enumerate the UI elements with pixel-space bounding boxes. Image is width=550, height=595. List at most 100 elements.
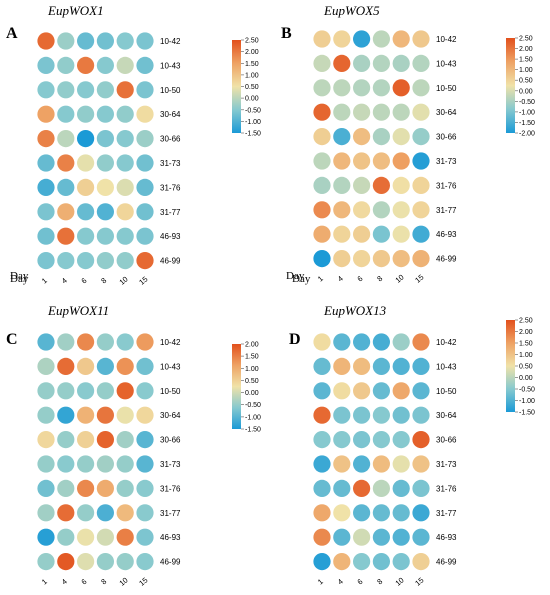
- heatmap-cell: [37, 130, 55, 148]
- panel-C: C EupWOX11 10-42 10-43 10-50 30-64 30-66 31-73 3…: [6, 273, 261, 588]
- heatmap-cell: [116, 528, 134, 546]
- heatmap-cell: [136, 406, 154, 424]
- heatmap-cell: [37, 406, 55, 424]
- day-tick-label: 10: [394, 576, 406, 588]
- row-label: 10-43: [436, 59, 457, 68]
- heatmap-cell: [392, 504, 410, 522]
- colorbar-tick-label: 1.50: [519, 341, 533, 348]
- heatmap-cell: [57, 479, 75, 497]
- colorbar-tick-label: -0.50: [245, 107, 261, 114]
- heatmap-cell: [136, 357, 154, 375]
- heatmap-cell: [37, 81, 55, 99]
- heatmap-cell: [412, 333, 430, 351]
- colorbar-tick-label: -1.50: [245, 131, 261, 138]
- row-label: 30-66: [160, 135, 181, 144]
- heatmap-cell: [392, 176, 410, 194]
- heatmap-cell: [77, 553, 95, 571]
- heatmap-cell: [412, 528, 430, 546]
- row-label: 31-73: [160, 460, 181, 469]
- colorbar-tick-label: 1.00: [245, 366, 259, 373]
- heatmap-cell: [313, 455, 331, 473]
- day-tick-label: 15: [413, 273, 425, 285]
- heatmap-cell: [37, 333, 55, 351]
- colorbar-tick-label: 2.00: [245, 49, 259, 56]
- heatmap-cell: [37, 357, 55, 375]
- day-tick-label: 15: [137, 576, 149, 588]
- heatmap-cell: [333, 479, 351, 497]
- heatmap-cell: [96, 333, 114, 351]
- heatmap-cell: [372, 128, 390, 146]
- heatmap-cell: [57, 227, 75, 245]
- row-label: 10-42: [436, 35, 457, 44]
- colorbar-tick-label: 1.00: [519, 352, 533, 359]
- heatmap-cell: [116, 406, 134, 424]
- heatmap-cell: [372, 333, 390, 351]
- colorbar-tick-label: 1.50: [245, 61, 259, 68]
- heatmap-cell: [372, 406, 390, 424]
- row-label: 46-99: [436, 558, 457, 567]
- x-axis-word: Day: [10, 273, 29, 285]
- row-label: 31-76: [436, 181, 457, 190]
- heatmap-cell: [412, 382, 430, 400]
- x-axis-word: Day: [10, 270, 29, 282]
- heatmap-cell: [136, 333, 154, 351]
- heatmap-cell: [57, 130, 75, 148]
- row-label: 10-50: [436, 84, 457, 93]
- row-label: 30-66: [436, 436, 457, 445]
- heatmap-cell: [37, 203, 55, 221]
- heatmap-cell: [77, 333, 95, 351]
- day-tick-label: 4: [336, 274, 345, 284]
- row-label: 30-64: [436, 411, 457, 420]
- heatmap-cell: [412, 553, 430, 571]
- heatmap-cell: [392, 382, 410, 400]
- heatmap-cell: [116, 431, 134, 449]
- row-label: 10-50: [160, 86, 181, 95]
- heatmap-cell: [333, 406, 351, 424]
- heatmap-cell: [96, 528, 114, 546]
- day-tick-label: 1: [40, 276, 49, 286]
- colorbar-tick-label: 0.00: [245, 390, 259, 397]
- heatmap-cell: [353, 406, 371, 424]
- heatmap-cell: [96, 553, 114, 571]
- panel-letter: D: [289, 331, 301, 348]
- heatmap-cell: [116, 455, 134, 473]
- heatmap-cell: [136, 431, 154, 449]
- day-tick-label: 1: [40, 577, 49, 587]
- heatmap-cell: [77, 154, 95, 172]
- row-label: 30-64: [436, 108, 457, 117]
- colorbar-tick-label: 0.50: [519, 364, 533, 371]
- heatmap-cell: [37, 528, 55, 546]
- heatmap-cell: [353, 553, 371, 571]
- heatmap-cell: [333, 357, 351, 375]
- heatmap-cell: [57, 455, 75, 473]
- heatmap-cell: [57, 32, 75, 50]
- colorbar-tick-label: 2.00: [519, 329, 533, 336]
- row-label: 46-93: [160, 232, 181, 241]
- heatmap-cell: [313, 431, 331, 449]
- heatmap-cell: [136, 382, 154, 400]
- heatmap-cell: [333, 225, 351, 243]
- row-label: 31-77: [436, 206, 457, 215]
- heatmap-cell: [116, 227, 134, 245]
- heatmap-cell: [353, 128, 371, 146]
- heatmap-cell: [37, 382, 55, 400]
- row-label: 10-50: [160, 387, 181, 396]
- row-label: 31-73: [436, 460, 457, 469]
- heatmap-cell: [136, 252, 154, 270]
- heatmap-cell: [372, 382, 390, 400]
- heatmap-cell: [37, 56, 55, 74]
- heatmap-cell: [392, 528, 410, 546]
- heatmap-cell: [353, 431, 371, 449]
- day-tick-label: 10: [118, 275, 130, 287]
- heatmap-cell: [77, 203, 95, 221]
- heatmap-cell: [136, 56, 154, 74]
- colorbar-tick-label: -1.50: [519, 120, 535, 127]
- heatmap-cell: [412, 54, 430, 72]
- heatmap-cell: [77, 382, 95, 400]
- heatmap-cell: [136, 154, 154, 172]
- heatmap-cell: [372, 250, 390, 268]
- heatmap-cell: [77, 431, 95, 449]
- heatmap-cell: [333, 128, 351, 146]
- heatmap-cell: [412, 225, 430, 243]
